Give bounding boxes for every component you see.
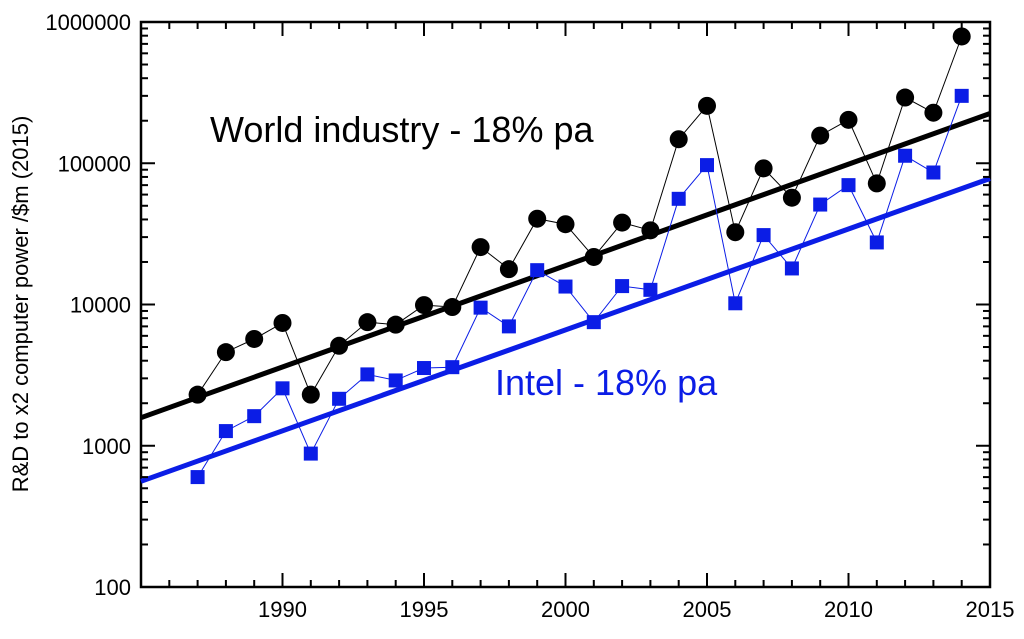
y-axis-label: R&D to x2 computer power /$m (2015) [8,116,33,493]
data-point-circle [698,96,716,115]
x-tick-label: 1990 [258,597,307,622]
data-point-square [218,424,233,439]
y-tick-label: 10000 [70,293,131,318]
data-point-circle [556,215,575,234]
data-point-circle [669,130,688,149]
data-point-square [700,158,714,173]
data-point-circle [358,313,377,332]
data-point-square [473,300,488,315]
data-point-circle [839,110,858,129]
data-point-square [728,296,743,311]
data-point-circle [443,298,462,317]
data-point-circle [415,296,433,315]
x-tick-label: 2010 [824,597,873,622]
trend-line-intel [140,176,991,484]
y-tick-label: 1000000 [45,10,131,35]
data-point-circle [867,174,886,193]
x-tick-label: 2015 [966,597,1015,622]
data-point-circle [301,385,320,404]
data-point-square [388,373,403,388]
data-point-circle [216,343,235,362]
x-tick-label: 2005 [683,597,732,622]
data-point-square [643,282,658,297]
data-point-circle [811,126,830,145]
data-point-square [303,446,318,461]
data-point-square [615,279,630,294]
data-point-square [841,178,856,193]
x-tick-label: 1995 [400,597,449,622]
data-point-square [275,381,290,396]
data-point-square [445,360,460,375]
trend-line-world [140,111,991,421]
data-point-square [784,261,799,276]
data-point-circle [952,27,971,46]
x-tick-label: 2000 [541,597,590,622]
data-point-circle [584,247,603,266]
data-point-circle [896,88,915,107]
series-line-1 [197,36,963,396]
series-layer [188,27,971,485]
data-point-square [332,391,347,406]
data-point-circle [754,159,773,178]
data-point-square [756,228,771,243]
data-point-circle [613,213,632,232]
data-point-square [586,315,601,330]
y-tick-label: 100 [94,575,131,600]
series-line-2 [197,95,963,478]
data-point-circle [499,260,518,279]
trend-label-intel: Intel - 18% pa [495,362,718,403]
data-point-square [558,279,573,294]
data-point-circle [726,223,745,242]
data-point-circle [245,329,264,348]
data-point-square [247,409,262,424]
data-point-square [530,263,545,278]
data-point-circle [641,221,660,240]
data-point-circle [330,336,349,355]
data-point-square [926,165,941,180]
data-point-circle [386,315,405,334]
y-tick-label: 1000 [82,434,131,459]
trend-label-world: World industry - 18% pa [210,109,594,150]
plot-frame [139,20,992,589]
data-point-circle [273,313,292,332]
data-point-square [671,191,686,206]
trend-layer [140,111,991,484]
data-point-square [954,88,969,103]
data-point-square [869,235,884,250]
data-point-square [501,319,516,334]
data-point-square [417,361,431,376]
data-point-circle [528,209,547,228]
data-point-square [898,148,913,163]
data-point-square [813,197,828,212]
data-point-circle [188,385,207,404]
data-point-square [190,470,205,485]
data-point-circle [471,238,490,257]
data-point-circle [782,188,801,207]
axis-layer: 1990 1995 2000 2005 2010 2015 100 1000 10000 1000… [45,10,1014,622]
y-tick-label: 100000 [58,151,131,176]
data-point-square [360,367,375,382]
data-point-circle [924,103,943,122]
